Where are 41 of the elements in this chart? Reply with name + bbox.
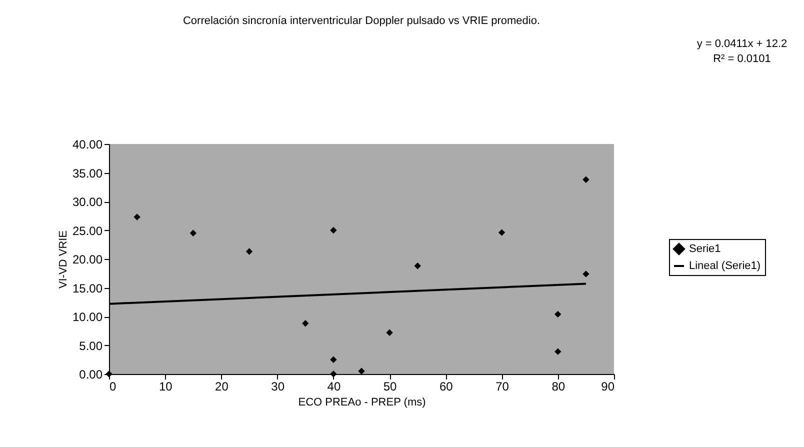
point: [414, 262, 421, 270]
y-tick-label: 20.00: [72, 252, 103, 266]
x-tick-label: 50: [383, 380, 398, 394]
point: [498, 229, 506, 236]
x-tick-label: 80: [552, 380, 566, 394]
text: y = 0.0411x + 12.2: [696, 38, 788, 50]
y-tick-label: 35.00: [72, 166, 103, 180]
y-tick-label: 5.00: [79, 338, 103, 353]
point: [582, 270, 590, 278]
legend-label: Serie1: [689, 243, 721, 255]
point: [330, 356, 337, 363]
point: [554, 348, 562, 355]
y-tick-label: 30.00: [72, 195, 103, 209]
chart-title: Correlación sincronía interventricular Doppler pulsado vs VRIE promedio.: [182, 15, 540, 27]
point: [330, 226, 337, 234]
y-tick-label: 10.00: [72, 310, 103, 324]
legend-label: Lineal (Serie1): [689, 260, 761, 272]
y-tick-label: 25.00: [72, 224, 103, 238]
y-axis-title: VI-VD VRIE: [57, 230, 70, 289]
x-tick-label: 0: [110, 380, 116, 394]
point: [554, 310, 562, 318]
x-tick-label: 20: [215, 380, 229, 394]
point: [190, 230, 197, 236]
point: [386, 329, 393, 336]
y-tick-label: 15.00: [72, 281, 103, 296]
point: [302, 320, 309, 327]
x-axis-title: ECO PREAo - PREP (ms): [298, 396, 426, 408]
point: [246, 248, 253, 255]
y-tick-label: 40.00: [72, 138, 103, 152]
x-tick-label: 40: [327, 380, 341, 394]
x-tick-label: 10: [158, 380, 173, 394]
point: [330, 370, 337, 378]
point: [358, 368, 365, 374]
x-tick-label: 30: [271, 380, 285, 394]
point: [582, 176, 590, 184]
y-tick-label: 0.00: [79, 368, 103, 382]
x-tick-label: 60: [439, 380, 454, 394]
x-tick-label: 70: [496, 380, 510, 394]
text: R² = 0.0101: [713, 53, 771, 65]
x-tick-label: 90: [601, 380, 615, 394]
point: [134, 214, 140, 220]
